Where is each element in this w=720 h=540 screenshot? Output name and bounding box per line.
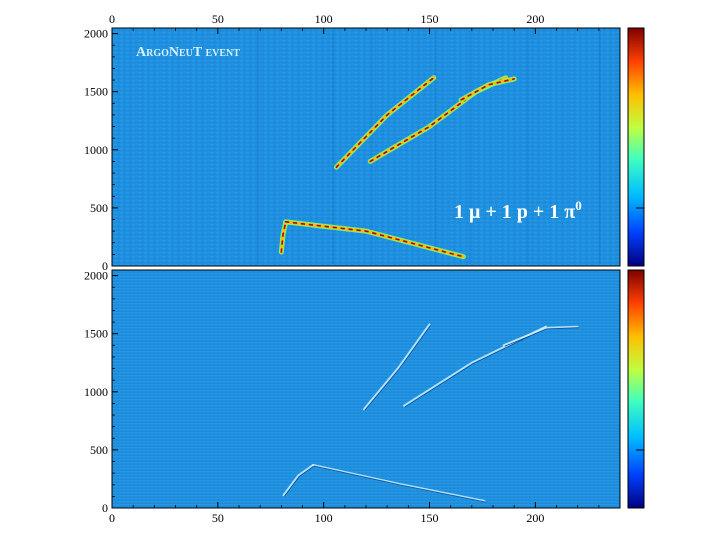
track (502, 325, 579, 347)
bottom-x-axis: 0 50 100 150 200 (109, 502, 600, 525)
top-y-axis: 0 500 1000 1500 2000 (84, 27, 118, 273)
bottom-panel: 0 50 100 150 200 0 500 1000 1500 2000 (84, 269, 645, 525)
event-label: ArgoNeuT event (136, 45, 240, 60)
top-vertical-noise (257, 30, 601, 264)
track-shadow (504, 327, 579, 347)
track (282, 464, 315, 497)
y-tick-label: 0 (102, 259, 108, 273)
x-tick-label: 50 (212, 511, 224, 525)
y-tick-label: 2000 (84, 27, 108, 41)
track-core (284, 221, 465, 258)
x-tick-label: 0 (109, 12, 115, 26)
y-tick-label: 1000 (84, 385, 108, 399)
x-tick-label: 200 (526, 511, 544, 525)
interaction-formula-main: 1 μ + 1 p + 1 π (454, 201, 575, 223)
x-tick-label: 50 (212, 12, 224, 26)
bottom-plot-area (112, 270, 620, 508)
interaction-formula: 1 μ + 1 p + 1 π0 (454, 198, 582, 223)
track (362, 323, 431, 411)
x-tick-label: 0 (109, 511, 115, 525)
top-x-axis: 0 50 100 150 200 (109, 12, 600, 34)
y-tick-label: 1000 (84, 143, 108, 157)
x-tick-label: 150 (421, 12, 439, 26)
track-core (335, 76, 435, 169)
track-shadow (313, 465, 486, 503)
track-core (460, 78, 515, 101)
bottom-tracks (282, 323, 579, 503)
top-colorbar (627, 27, 645, 267)
track-shadow (404, 327, 548, 408)
bottom-y-axis: 0 500 1000 1500 2000 (84, 269, 118, 515)
x-tick-label: 100 (315, 12, 333, 26)
x-tick-label: 100 (315, 511, 333, 525)
interaction-formula-superscript: 0 (575, 198, 582, 213)
y-tick-label: 500 (90, 443, 108, 457)
x-tick-label: 200 (526, 12, 544, 26)
y-tick-label: 1500 (84, 327, 108, 341)
top-tracks (278, 75, 517, 260)
track-shadow (364, 325, 431, 411)
y-tick-label: 1500 (84, 85, 108, 99)
track-core (280, 222, 287, 253)
y-tick-label: 0 (102, 501, 108, 515)
x-tick-label: 150 (421, 511, 439, 525)
track (312, 464, 486, 503)
y-tick-label: 500 (90, 201, 108, 215)
track-shadow (284, 465, 315, 497)
top-plot-area (112, 28, 620, 266)
y-tick-label: 2000 (84, 269, 108, 283)
top-panel: 0 50 100 150 200 0 500 1000 1500 2000 ArgoNeuT e… (84, 12, 645, 273)
bottom-colorbar (627, 269, 645, 509)
